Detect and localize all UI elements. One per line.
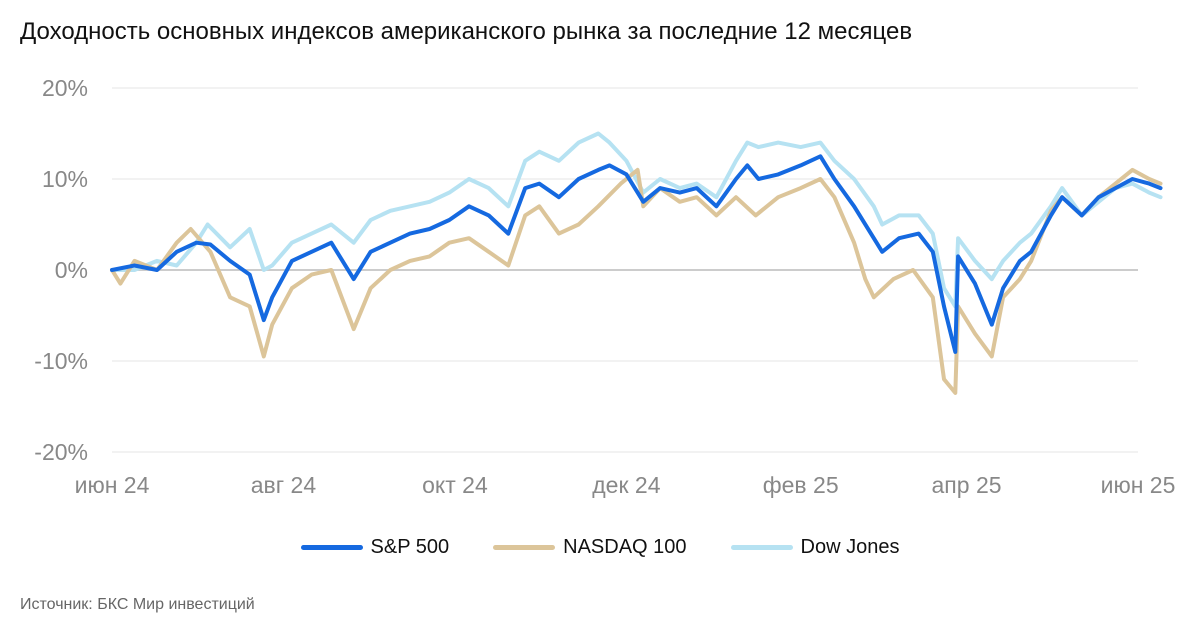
legend-label-nasdaq: NASDAQ 100 (563, 536, 687, 558)
series-line-nasdaq (110, 167, 1163, 395)
series-line-sp500 (110, 154, 1163, 354)
chart-title: Доходность основных индексов американско… (20, 18, 913, 45)
legend-swatch-nasdaq (493, 545, 556, 550)
y-tick-label: 0% (55, 257, 88, 283)
source-note: Источник: БКС Мир инвестиций (20, 596, 255, 613)
legend-label-dow: Dow Jones (800, 536, 900, 558)
legend-swatch-sp500 (300, 545, 363, 550)
x-tick-label: окт 24 (422, 472, 488, 498)
legend: S&P 500 NASDAQ 100 Dow Jones (0, 536, 1200, 559)
series-line-dow (110, 131, 1163, 309)
series-lines (110, 131, 1163, 395)
y-tick-label: -10% (34, 348, 88, 374)
legend-label-sp500: S&P 500 (370, 536, 450, 558)
legend-item-dow: Dow Jones (730, 536, 900, 559)
legend-swatch-dow (730, 545, 793, 550)
x-tick-label: фев 25 (763, 472, 839, 498)
legend-item-nasdaq: NASDAQ 100 (493, 536, 687, 559)
x-tick-label: авг 24 (251, 472, 317, 498)
x-axis-tick-labels: июн 24 авг 24 окт 24 дек 24 фев 25 апр 25 июн … (75, 472, 1176, 498)
x-tick-label: июн 25 (1101, 472, 1176, 498)
y-tick-label: 10% (42, 166, 88, 192)
x-tick-label: июн 24 (75, 472, 150, 498)
y-tick-label: -20% (34, 439, 88, 465)
y-tick-label: 20% (42, 75, 88, 101)
legend-item-sp500: S&P 500 (300, 536, 450, 559)
x-tick-label: апр 25 (932, 472, 1002, 498)
x-tick-label: дек 24 (592, 472, 660, 498)
y-axis-tick-labels: 20% 10% 0% -10% -20% (34, 75, 88, 465)
